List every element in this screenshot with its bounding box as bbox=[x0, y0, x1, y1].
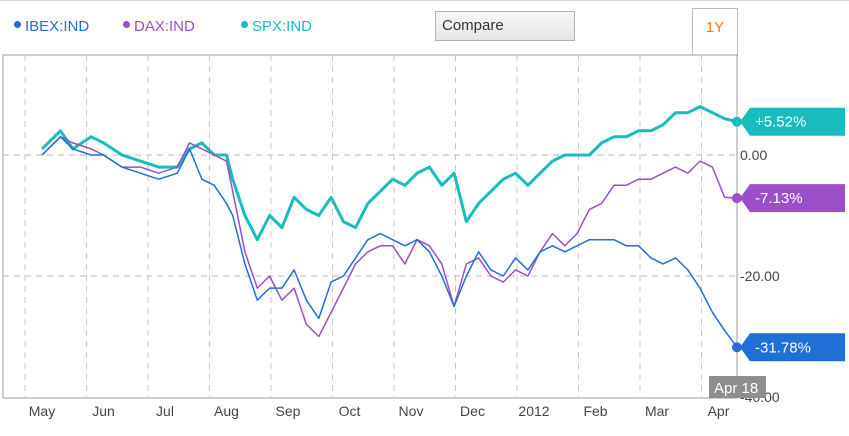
legend-marker-icon bbox=[123, 21, 130, 28]
series-end-point bbox=[731, 193, 742, 204]
series-end-point bbox=[731, 342, 742, 353]
plot-area bbox=[2, 54, 738, 399]
x-tick-label: Mar bbox=[645, 403, 669, 419]
chart-legend: IBEX:IND DAX:IND SPX:IND bbox=[0, 8, 420, 38]
x-tick-label: Jun bbox=[92, 403, 115, 419]
x-tick-label: Nov bbox=[399, 403, 424, 419]
x-tick-label: Oct bbox=[339, 403, 361, 419]
x-tick-label: Sep bbox=[276, 403, 301, 419]
compare-input[interactable]: Compare bbox=[435, 11, 575, 41]
x-tick-label: May bbox=[29, 403, 55, 419]
series-end-tag bbox=[740, 107, 845, 136]
legend-label: IBEX:IND bbox=[25, 18, 90, 35]
y-tick-label: 0.00 bbox=[740, 147, 767, 163]
legend-item-spx[interactable]: SPX:IND bbox=[241, 18, 312, 35]
series-line-ibex bbox=[41, 136, 738, 348]
range-tab-1y[interactable]: 1Y bbox=[692, 8, 738, 56]
top-border bbox=[0, 0, 849, 1]
hover-date-box bbox=[709, 376, 766, 398]
series-end-value: +5.52% bbox=[755, 114, 806, 131]
y-tick-label: -20.00 bbox=[740, 268, 780, 284]
x-tick-label: Aug bbox=[214, 403, 239, 419]
legend-marker-icon bbox=[241, 21, 248, 28]
x-tick-label: Feb bbox=[583, 403, 607, 419]
legend-label: DAX:IND bbox=[134, 18, 195, 35]
legend-item-ibex[interactable]: IBEX:IND bbox=[14, 18, 89, 35]
compare-label: Compare bbox=[442, 17, 504, 34]
hover-date-label: Apr 18 bbox=[714, 380, 758, 397]
series-end-tag bbox=[740, 184, 845, 213]
x-tick-label: 2012 bbox=[518, 403, 549, 419]
x-tick-label: Jul bbox=[156, 403, 174, 419]
series-end-value: -31.78% bbox=[755, 339, 811, 356]
series-end-tag bbox=[740, 333, 845, 362]
legend-marker-icon bbox=[14, 21, 21, 28]
series-end-point bbox=[731, 116, 742, 127]
range-tab-label: 1Y bbox=[705, 19, 725, 36]
series-end-value: -7.13% bbox=[755, 190, 803, 207]
x-tick-label: Apr bbox=[708, 403, 730, 419]
x-tick-label: Dec bbox=[460, 403, 485, 419]
series-line-dax bbox=[41, 136, 738, 338]
legend-label: SPX:IND bbox=[252, 18, 313, 35]
legend-item-dax[interactable]: DAX:IND bbox=[123, 18, 195, 35]
